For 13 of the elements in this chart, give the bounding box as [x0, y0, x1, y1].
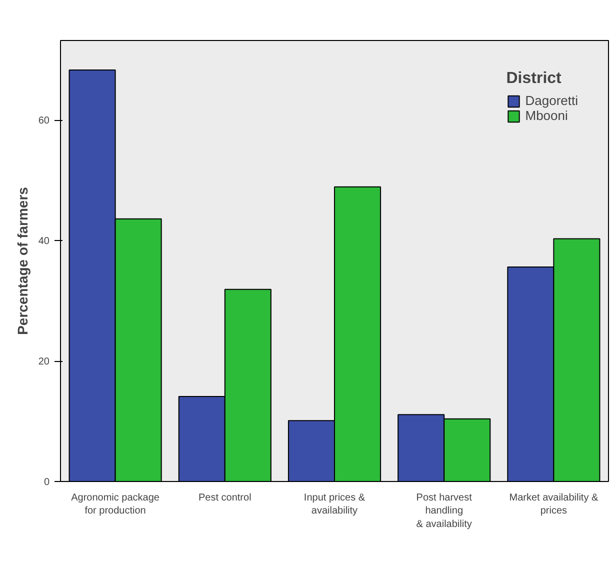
- y-axis-title: Percentage of farmers: [14, 186, 30, 335]
- y-tick-label: 60: [38, 116, 50, 127]
- legend-label: Dagoretti: [525, 93, 578, 108]
- y-tick-label: 0: [44, 477, 50, 488]
- x-tick-label: Post harvest handling & availability: [416, 492, 472, 530]
- x-tick-label: Pest control: [198, 492, 252, 504]
- legend-title: District: [506, 70, 562, 88]
- x-tick-label: Input prices & availability: [304, 492, 366, 517]
- y-tick-label: 20: [38, 356, 50, 368]
- y-tick-label: 40: [38, 236, 50, 248]
- x-tick-label: Market availability & prices: [509, 492, 598, 517]
- legend-label: Mbooni: [525, 108, 568, 123]
- x-tick-label: Agronomic package for production: [71, 492, 160, 517]
